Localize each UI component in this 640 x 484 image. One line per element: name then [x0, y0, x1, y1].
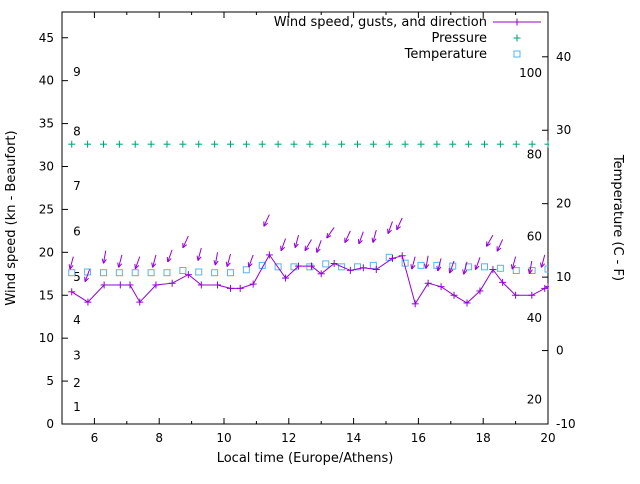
x-tick-label: 12 [281, 431, 296, 445]
x-axis-title: Local time (Europe/Athens) [217, 451, 394, 466]
y-left-tick-label: 5 [46, 374, 54, 388]
beaufort-label: 3 [73, 348, 81, 362]
plot-border [62, 12, 548, 424]
gust-arrow-head [372, 238, 373, 243]
x-tick-label: 18 [476, 431, 491, 445]
gust-arrow-head [294, 243, 295, 248]
square-marker [513, 268, 519, 274]
y-right-tick-label: 0 [556, 344, 564, 358]
y-right-tick-label: 20 [556, 197, 571, 211]
beaufort-label: 2 [73, 376, 81, 390]
square-marker [164, 270, 170, 276]
gust-arrow-head [214, 260, 215, 265]
beaufort-label: 7 [73, 179, 81, 193]
y-left-tick-label: 35 [39, 117, 54, 131]
gust-arrow-head [118, 263, 119, 268]
gust-arrow-head [437, 266, 438, 271]
y-right-tick-label: 30 [556, 123, 571, 137]
gust-arrow-head [152, 263, 153, 268]
square-marker [514, 51, 520, 57]
x-tick-label: 14 [346, 431, 361, 445]
beaufort-label: 1 [73, 400, 81, 414]
gust-arrow-head [411, 264, 412, 269]
x-tick-label: 20 [540, 431, 555, 445]
y-left-tick-label: 45 [39, 31, 54, 45]
x-tick-label: 10 [216, 431, 231, 445]
temperature-series [69, 254, 551, 275]
gust-arrow-head [541, 263, 542, 268]
pressure-series [68, 141, 551, 148]
wind-speed-line [72, 255, 548, 304]
y-left-tick-label: 40 [39, 74, 54, 88]
square-marker [370, 262, 376, 268]
gust-arrow-head [102, 259, 103, 264]
legend: Wind speed, gusts, and directionPressure… [274, 15, 541, 62]
square-marker [132, 270, 138, 276]
square-marker [418, 262, 424, 268]
gust-arrow-head [511, 264, 512, 269]
y-right-axis-title: Temperature (C - F) [610, 154, 625, 281]
legend-label: Pressure [431, 31, 487, 46]
beaufort-label: 4 [73, 313, 81, 327]
plot-area [68, 141, 551, 308]
square-marker [323, 261, 329, 267]
y-left-tick-label: 10 [39, 331, 54, 345]
y-left-tick-label: 15 [39, 288, 54, 302]
square-marker [100, 270, 106, 276]
fahrenheit-label: 40 [527, 311, 542, 325]
y-left-tick-label: 20 [39, 245, 54, 259]
square-marker [196, 269, 202, 275]
fahrenheit-label: 60 [527, 229, 542, 243]
gust-arrow-head [226, 262, 227, 267]
legend-label: Wind speed, gusts, and direction [274, 15, 487, 30]
x-tick-label: 6 [91, 431, 99, 445]
square-marker [497, 265, 503, 271]
x-tick-label: 8 [155, 431, 163, 445]
fahrenheit-label: 80 [527, 148, 542, 162]
y-left-tick-label: 0 [46, 417, 54, 431]
y-right-tick-label: -10 [556, 417, 576, 431]
beaufort-label: 6 [73, 225, 81, 239]
gust-arrow-head [463, 269, 464, 274]
y-right-tick-label: 10 [556, 270, 571, 284]
square-marker [212, 270, 218, 276]
x-tick-label: 16 [411, 431, 426, 445]
gust-arrow-head [197, 256, 198, 261]
fahrenheit-label: 100 [519, 66, 542, 80]
gust-arrow-head [425, 264, 426, 269]
square-marker [243, 267, 249, 273]
gust-direction-arrows [69, 215, 545, 282]
y-left-tick-label: 25 [39, 202, 54, 216]
square-marker [116, 270, 122, 276]
beaufort-label: 9 [73, 65, 81, 79]
square-marker [227, 270, 233, 276]
square-marker [180, 268, 186, 274]
y-right-tick-label: 40 [556, 50, 571, 64]
gust-arrow-head [69, 264, 70, 269]
square-marker [481, 264, 487, 270]
y-left-tick-label: 30 [39, 160, 54, 174]
legend-label: Temperature [404, 47, 487, 62]
square-marker [148, 270, 154, 276]
fahrenheit-label: 20 [527, 393, 542, 407]
y-left-axis-title: Wind speed (kn - Beaufort) [4, 130, 19, 305]
beaufort-label: 8 [73, 124, 81, 138]
